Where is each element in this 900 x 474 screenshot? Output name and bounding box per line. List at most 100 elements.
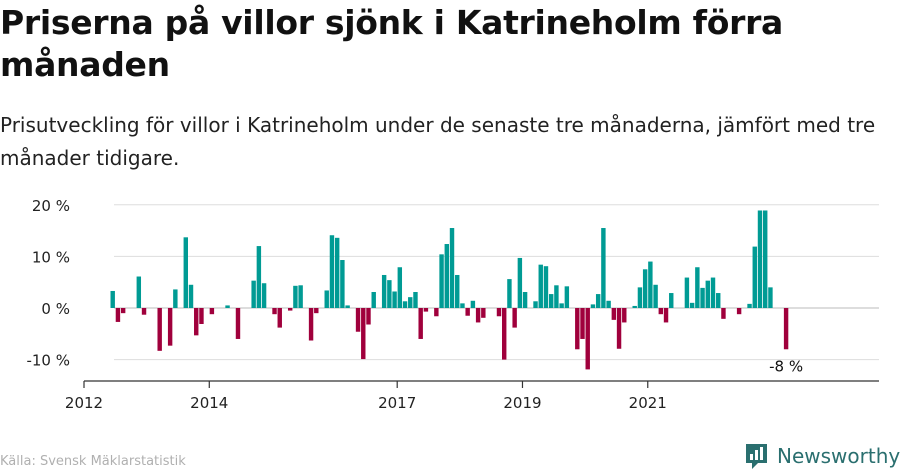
bar [340, 260, 345, 308]
bar [763, 210, 768, 308]
bar [684, 277, 690, 308]
bar [418, 308, 423, 339]
bar [141, 308, 147, 315]
bar [423, 308, 429, 312]
bar [277, 308, 282, 328]
bar [496, 308, 502, 317]
y-tick-label: -10 % [26, 352, 70, 370]
bar [752, 246, 757, 308]
bar [585, 308, 590, 370]
bar [648, 261, 653, 308]
bar [637, 287, 643, 308]
bar [522, 292, 528, 308]
bar [251, 280, 256, 308]
bar [434, 308, 439, 317]
x-tick-label: 2019 [503, 394, 541, 412]
bar [173, 289, 178, 308]
y-tick-label: 20 % [32, 197, 70, 215]
bar [287, 308, 293, 311]
bar [768, 287, 773, 308]
bar [402, 301, 408, 308]
bar [611, 308, 617, 320]
bar [721, 308, 726, 319]
bar [533, 301, 538, 308]
bar [601, 228, 606, 308]
y-axis-tick-labels: 20 % 10 % 0 % -10 % [26, 197, 70, 370]
bar [580, 308, 585, 339]
bar [444, 244, 449, 308]
x-tick-label: 2021 [629, 394, 667, 412]
bar [710, 277, 716, 308]
bar [564, 286, 570, 308]
bar [308, 308, 314, 341]
bar [669, 293, 674, 308]
bar [559, 303, 564, 308]
bar [110, 290, 115, 308]
bar [632, 305, 637, 308]
x-tick-label: 2014 [190, 394, 228, 412]
bar [225, 305, 230, 308]
y-tick-label: 10 % [32, 248, 70, 266]
bar [705, 280, 710, 308]
bar [658, 308, 664, 315]
bar [157, 308, 162, 351]
y-tick-label: 0 % [41, 300, 70, 318]
bar [481, 308, 486, 318]
bar [361, 308, 366, 360]
bar [716, 293, 721, 308]
bar [455, 274, 460, 308]
bar [663, 308, 669, 323]
bar [736, 308, 742, 315]
bar [543, 266, 549, 308]
bar [381, 274, 387, 308]
bar [235, 308, 241, 339]
newsworthy-logo[interactable]: Newsworthy [744, 440, 900, 472]
bar [314, 308, 319, 314]
bar [256, 246, 262, 308]
bar [460, 303, 465, 308]
bar [757, 210, 763, 308]
bar [695, 267, 700, 308]
bar [329, 235, 335, 308]
bar [622, 308, 627, 323]
x-tick-label: 2012 [65, 394, 103, 412]
bar [653, 284, 658, 308]
bars [110, 210, 789, 370]
bar [136, 276, 142, 308]
x-axis-ticks: 2012 2014 2017 2019 2021 [65, 381, 667, 412]
bar [538, 264, 543, 308]
bar [345, 305, 350, 308]
newsworthy-logo-icon [746, 444, 767, 469]
bar [595, 294, 601, 308]
bar [167, 308, 173, 346]
bar [324, 290, 329, 308]
x-tick-label: 2017 [378, 394, 416, 412]
bar [188, 284, 194, 308]
bar [689, 302, 695, 308]
bar [334, 237, 340, 308]
last-value-label: -8 % [769, 357, 803, 375]
bar [355, 308, 361, 332]
bar [371, 292, 376, 308]
source-note: Källa: Svensk Mäklarstatistik [0, 454, 186, 469]
bar [183, 237, 188, 308]
bar [590, 304, 596, 308]
bar [115, 308, 121, 322]
bar [700, 287, 705, 308]
bar [475, 308, 481, 323]
bar [642, 269, 648, 308]
bar [783, 308, 789, 350]
bar [199, 308, 204, 324]
bar [512, 308, 517, 328]
bar [616, 308, 622, 349]
bar [397, 267, 403, 308]
bar [387, 280, 392, 308]
bar [470, 300, 476, 308]
chart-title: Priserna på villor sjönk i Katrineholm f… [0, 3, 784, 84]
bar [502, 308, 507, 360]
chart-subtitle: Prisutveckling för villor i Katrineholm … [0, 113, 876, 170]
bar [439, 254, 444, 308]
bar [554, 285, 559, 308]
bar [298, 285, 303, 308]
bar [392, 291, 397, 308]
